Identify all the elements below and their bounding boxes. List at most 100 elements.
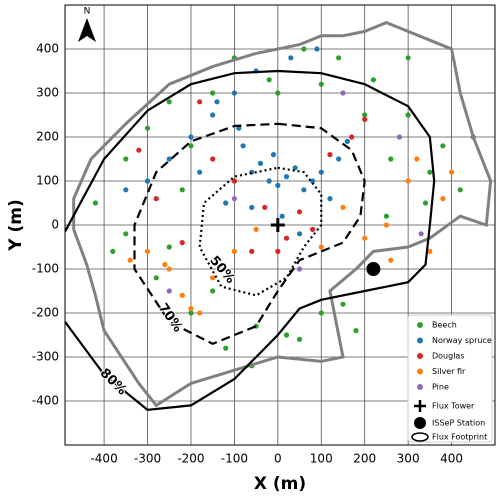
tree-point (301, 46, 307, 52)
tree-point (210, 112, 216, 118)
contour-label: 50% (206, 253, 237, 286)
x-tick-label: 0 (274, 452, 282, 466)
tree-point (440, 143, 446, 149)
tree-point (179, 240, 185, 246)
tree-point (422, 200, 429, 206)
x-tick-label: -400 (90, 452, 117, 466)
tree-point (153, 196, 159, 202)
north-label: N (84, 7, 91, 17)
tree-point (340, 204, 346, 210)
tree-point (314, 46, 320, 52)
tree-point (127, 257, 133, 263)
tree-point (144, 248, 151, 254)
tree-point (327, 152, 333, 158)
tree-point (296, 231, 303, 237)
tree-point (253, 226, 259, 232)
tree-point (362, 116, 368, 122)
y-tick-label: 100 (36, 174, 59, 188)
plot-frame (64, 4, 496, 446)
contour-label: 70% (155, 301, 185, 335)
tree-point (257, 160, 264, 166)
contour-label: 80% (97, 366, 130, 399)
tree-point (344, 138, 350, 144)
y-tick-label: -200 (32, 306, 59, 320)
y-tick-label: -300 (32, 350, 59, 364)
x-tick-label: -100 (221, 452, 248, 466)
legend-label: Norway spruce (432, 336, 492, 345)
legend-label: Douglas (432, 352, 465, 361)
tree-point (214, 99, 220, 105)
tree-point (309, 226, 316, 232)
tree-point (388, 257, 394, 263)
footprint-contour (198, 166, 323, 297)
tree-point (283, 332, 290, 338)
tree-point (179, 292, 185, 298)
north-arrow (78, 18, 96, 42)
tree-point (123, 231, 129, 237)
footprint-contour (133, 122, 366, 346)
tree-point (370, 77, 376, 83)
tree-point (92, 200, 99, 206)
legend-label: Beech (432, 321, 457, 330)
legend-marker (417, 368, 423, 375)
tree-point (210, 90, 216, 96)
legend-marker (417, 322, 423, 328)
tree-point (396, 134, 403, 140)
tree-point (327, 196, 333, 202)
tree-point (188, 143, 194, 149)
tree-point (283, 235, 290, 241)
legend-marker (417, 337, 423, 344)
tree-point (388, 156, 394, 162)
legend-label: Pine (432, 383, 449, 392)
tree-point (318, 244, 324, 250)
tree-point (262, 204, 268, 210)
tree-point (231, 196, 237, 202)
tree-point (448, 169, 455, 175)
tree-point (123, 156, 129, 162)
tree-point (418, 231, 424, 237)
tree-point (197, 169, 203, 175)
x-tick-label: 200 (353, 452, 376, 466)
y-tick-label: 0 (51, 218, 59, 232)
tree-point (162, 262, 168, 268)
tree-point (383, 213, 390, 219)
legend-marker (411, 432, 429, 442)
legend-box (407, 314, 493, 443)
tree-point (249, 204, 255, 210)
y-tick-label: 300 (36, 86, 59, 100)
legend-marker (414, 400, 426, 412)
tree-point (223, 345, 229, 351)
tree-point (270, 152, 277, 158)
tree-point (336, 55, 342, 61)
tree-point (210, 275, 216, 281)
tree-point (166, 244, 172, 250)
tree-point (166, 288, 172, 294)
tree-point (279, 213, 285, 219)
legend: Beech Norway spruce Douglas Silver fir Pine F… (407, 314, 493, 443)
tree-point (362, 112, 368, 118)
legend-label: Flux Footprint (432, 433, 487, 442)
tree-point (414, 156, 420, 162)
tree-point (383, 222, 390, 228)
legend-marker (414, 417, 426, 429)
tree-point (153, 275, 159, 281)
tree-point (179, 187, 185, 193)
legend-label: ISSeP Station (432, 419, 485, 428)
legend-marker (417, 384, 423, 390)
tree-point (188, 310, 194, 316)
tree-point (144, 125, 151, 131)
tree-point (166, 156, 172, 162)
x-tick-label: 100 (310, 452, 333, 466)
tree-point (210, 288, 216, 294)
tree-point (336, 156, 342, 162)
tree-point (231, 248, 237, 254)
tree-point (144, 178, 151, 184)
tree-point (427, 169, 433, 175)
tree-point (197, 99, 203, 105)
legend-label: Flux Tower (432, 402, 475, 411)
tree-point (340, 301, 346, 307)
issep-station (366, 262, 381, 276)
tree-point (136, 147, 142, 153)
tree-point (296, 266, 303, 272)
tree-point (223, 200, 229, 206)
